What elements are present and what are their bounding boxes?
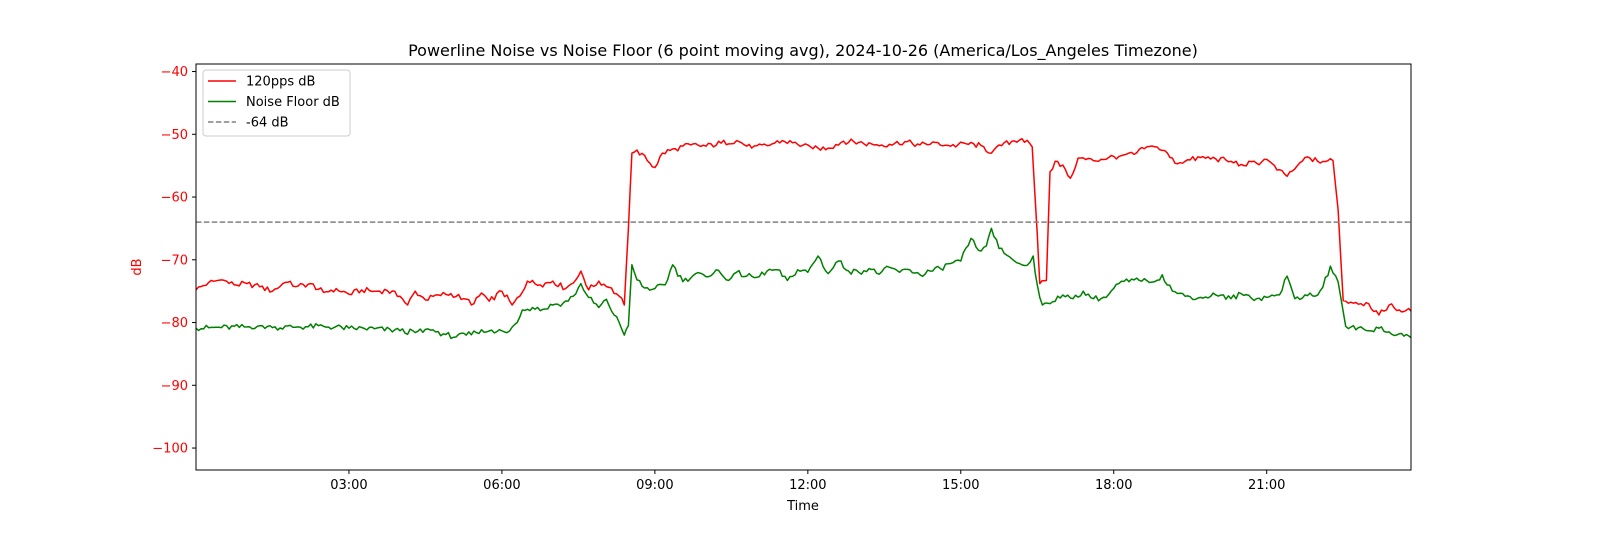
- y-axis: −40 −50 −60 −70 −80 −90 −100: [152, 65, 196, 457]
- y-tick-label: −50: [161, 128, 188, 143]
- chart-title: Powerline Noise vs Noise Floor (6 point …: [408, 41, 1198, 61]
- legend-box: [202, 69, 351, 137]
- y-tick-label: −70: [161, 253, 188, 268]
- x-tick-label: 21:00: [1248, 478, 1285, 493]
- x-tick-label: 09:00: [636, 478, 673, 493]
- legend-label: 120pps dB: [246, 75, 315, 90]
- y-axis-title: dB: [130, 258, 145, 275]
- x-axis: 03:00 06:00 09:00 12:00 15:00 18:00 21:00: [330, 470, 1285, 493]
- y-tick-label: −80: [161, 316, 188, 331]
- legend: 120pps dB Noise Floor dB -64 dB: [202, 69, 351, 137]
- x-axis-title: Time: [786, 499, 819, 514]
- x-tick-label: 15:00: [942, 478, 979, 493]
- x-tick-label: 03:00: [330, 478, 367, 493]
- y-tick-label: −40: [161, 65, 188, 80]
- y-tick-label: −60: [161, 191, 188, 206]
- series-line-2: [196, 227, 1411, 340]
- series-layer: [196, 137, 1411, 340]
- x-tick-label: 06:00: [483, 478, 520, 493]
- x-tick-label: 18:00: [1095, 478, 1132, 493]
- legend-label: Noise Floor dB: [246, 95, 340, 110]
- y-tick-label: −100: [152, 442, 188, 457]
- legend-label: -64 dB: [246, 116, 289, 131]
- plot-area: [196, 137, 1411, 340]
- series-line-1: [196, 137, 1411, 316]
- plot-frame: [195, 63, 1412, 471]
- x-tick-label: 12:00: [789, 478, 826, 493]
- y-tick-label: −90: [161, 379, 188, 394]
